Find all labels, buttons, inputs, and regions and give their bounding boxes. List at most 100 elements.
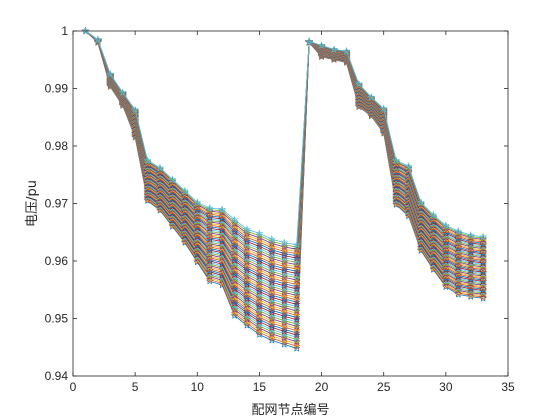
- series-marker: [479, 255, 488, 263]
- series-marker: [280, 242, 289, 251]
- series-marker: [441, 240, 450, 249]
- y-tick-label: 0.95: [45, 312, 69, 326]
- series-marker: [280, 247, 289, 255]
- series-marker: [280, 245, 289, 253]
- y-tick-label: 0.96: [45, 254, 69, 268]
- series-marker: [267, 254, 276, 262]
- series-marker: [479, 269, 488, 277]
- series-marker: [404, 162, 413, 170]
- series-marker: [379, 104, 388, 112]
- series-marker: [479, 262, 488, 271]
- series-marker: [441, 222, 450, 230]
- series-marker: [280, 307, 289, 316]
- series-marker: [280, 301, 289, 309]
- series-marker: [93, 35, 102, 43]
- series-marker: [280, 329, 289, 337]
- series-marker: [280, 335, 289, 344]
- series-marker: [106, 70, 115, 78]
- series-marker: [280, 273, 289, 281]
- series-marker: [305, 37, 314, 45]
- x-tick-label: 0: [70, 380, 77, 394]
- series-marker: [193, 199, 202, 207]
- series-marker: [267, 303, 276, 312]
- series-marker: [404, 166, 413, 174]
- series-layer: [81, 26, 488, 352]
- series-marker: [230, 217, 239, 225]
- series-marker: [292, 289, 301, 297]
- series-marker: [143, 156, 152, 164]
- series-marker: [479, 256, 488, 264]
- series-marker: [479, 240, 488, 248]
- series-marker: [292, 313, 301, 321]
- series-marker: [255, 229, 264, 237]
- series-marker: [292, 309, 301, 317]
- series-marker: [479, 275, 488, 284]
- series-marker: [280, 327, 289, 335]
- series-marker: [292, 295, 301, 304]
- series-marker: [441, 226, 450, 234]
- tick-layer: 0 5 10 15 20 25 30 35 0.94 0.95 0.96 0.97 0.98 0.99 1: [45, 24, 515, 394]
- series-marker: [267, 280, 276, 288]
- series-marker: [292, 293, 301, 302]
- series-marker: [267, 269, 276, 277]
- series-marker: [417, 200, 425, 208]
- series-marker: [267, 256, 276, 264]
- series-marker: [479, 290, 488, 298]
- series-marker: [267, 286, 276, 295]
- series-marker: [404, 167, 413, 175]
- series-marker: [267, 245, 276, 254]
- series-marker: [292, 240, 301, 249]
- series-marker: [404, 168, 413, 176]
- series-marker: [292, 298, 301, 306]
- series-marker: [267, 284, 276, 292]
- series-marker: [292, 339, 301, 348]
- series-marker: [479, 260, 488, 268]
- series-marker: [267, 265, 276, 273]
- series-marker: [280, 284, 289, 292]
- series-marker: [367, 93, 376, 101]
- series-marker: [479, 281, 488, 289]
- series-marker: [280, 288, 289, 296]
- series-marker: [193, 228, 202, 237]
- series-marker: [479, 265, 488, 273]
- series-marker: [292, 333, 301, 341]
- series-marker: [280, 297, 289, 305]
- series-marker: [441, 237, 450, 245]
- series-marker: [280, 294, 289, 303]
- x-tick-label: 20: [315, 380, 329, 394]
- series-marker: [280, 253, 289, 262]
- series-marker: [131, 105, 140, 114]
- series-marker: [429, 214, 438, 222]
- series-marker: [292, 322, 301, 330]
- series-marker: [292, 317, 301, 326]
- series-marker: [429, 215, 438, 223]
- series-marker: [218, 232, 227, 240]
- x-tick-label: 10: [191, 380, 205, 394]
- series-marker: [193, 198, 202, 206]
- series-marker: [267, 282, 276, 290]
- data-series: [81, 26, 488, 249]
- series-marker: [280, 303, 289, 311]
- series-marker: [292, 254, 301, 262]
- series-marker: [218, 234, 227, 242]
- series-marker: [479, 243, 488, 251]
- series-marker: [280, 310, 289, 318]
- series-marker: [417, 198, 425, 206]
- series-marker: [292, 247, 301, 255]
- series-marker: [292, 258, 301, 266]
- series-marker: [441, 238, 450, 246]
- y-tick-label: 0.99: [45, 82, 69, 96]
- series-marker: [479, 258, 488, 267]
- series-marker: [441, 231, 450, 240]
- series-marker: [479, 287, 488, 296]
- series-marker: [466, 231, 475, 239]
- series-marker: [267, 248, 276, 256]
- series-marker: [479, 238, 488, 246]
- x-tick-label: 5: [132, 380, 139, 394]
- series-marker: [479, 291, 488, 300]
- series-marker: [479, 270, 488, 279]
- series-marker: [267, 258, 276, 267]
- series-marker: [292, 260, 301, 269]
- series-marker: [354, 79, 363, 88]
